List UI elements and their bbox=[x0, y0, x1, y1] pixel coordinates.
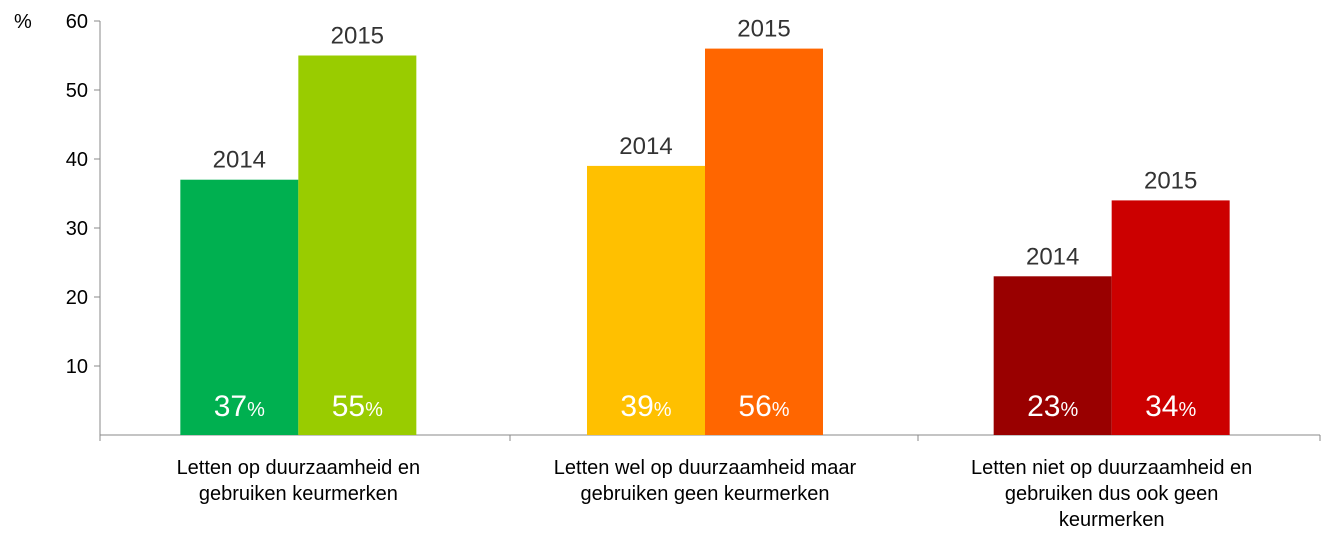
bar bbox=[298, 55, 417, 435]
x-tick-label: Letten op duurzaamheid en gebruiken keur… bbox=[176, 457, 421, 505]
bar bbox=[1111, 200, 1230, 435]
bar bbox=[993, 276, 1112, 435]
y-tick-label: 50 bbox=[66, 80, 88, 102]
value-number: 23 bbox=[1027, 390, 1060, 423]
y-axis-label: % bbox=[14, 11, 32, 33]
value-number: 34 bbox=[1145, 390, 1178, 423]
value-label: 34% bbox=[1145, 390, 1196, 423]
bar bbox=[180, 179, 299, 435]
value-unit: % bbox=[772, 399, 790, 421]
series-label: 2015 bbox=[737, 16, 790, 43]
value-label: 56% bbox=[738, 390, 789, 423]
y-tick-label: 60 bbox=[66, 11, 88, 33]
value-unit: % bbox=[1060, 399, 1078, 421]
x-tick-label: Letten niet op duurzaamheid en gebruiken… bbox=[970, 457, 1253, 531]
series-label: 2015 bbox=[1144, 167, 1197, 194]
value-number: 56 bbox=[738, 390, 771, 423]
value-unit: % bbox=[247, 399, 265, 421]
value-unit: % bbox=[1178, 399, 1196, 421]
value-label: 23% bbox=[1027, 390, 1078, 423]
series-label: 2015 bbox=[331, 23, 384, 50]
value-unit: % bbox=[365, 399, 383, 421]
value-number: 55 bbox=[332, 390, 365, 423]
y-tick-label: 20 bbox=[66, 287, 88, 309]
bar bbox=[705, 48, 823, 435]
series-label: 2014 bbox=[619, 133, 672, 160]
bar bbox=[587, 165, 705, 435]
value-unit: % bbox=[654, 399, 672, 421]
value-number: 37 bbox=[214, 390, 247, 423]
y-tick-label: 40 bbox=[66, 149, 88, 171]
value-label: 39% bbox=[620, 390, 671, 423]
x-tick-label: Letten wel op duurzaamheid maar gebruike… bbox=[553, 457, 857, 505]
y-tick-label: 30 bbox=[66, 218, 88, 240]
y-tick-label: 10 bbox=[66, 356, 88, 378]
value-number: 39 bbox=[620, 390, 653, 423]
value-label: 37% bbox=[214, 390, 265, 423]
value-label: 55% bbox=[332, 390, 383, 423]
series-label: 2014 bbox=[213, 147, 266, 174]
series-label: 2014 bbox=[1026, 243, 1079, 270]
